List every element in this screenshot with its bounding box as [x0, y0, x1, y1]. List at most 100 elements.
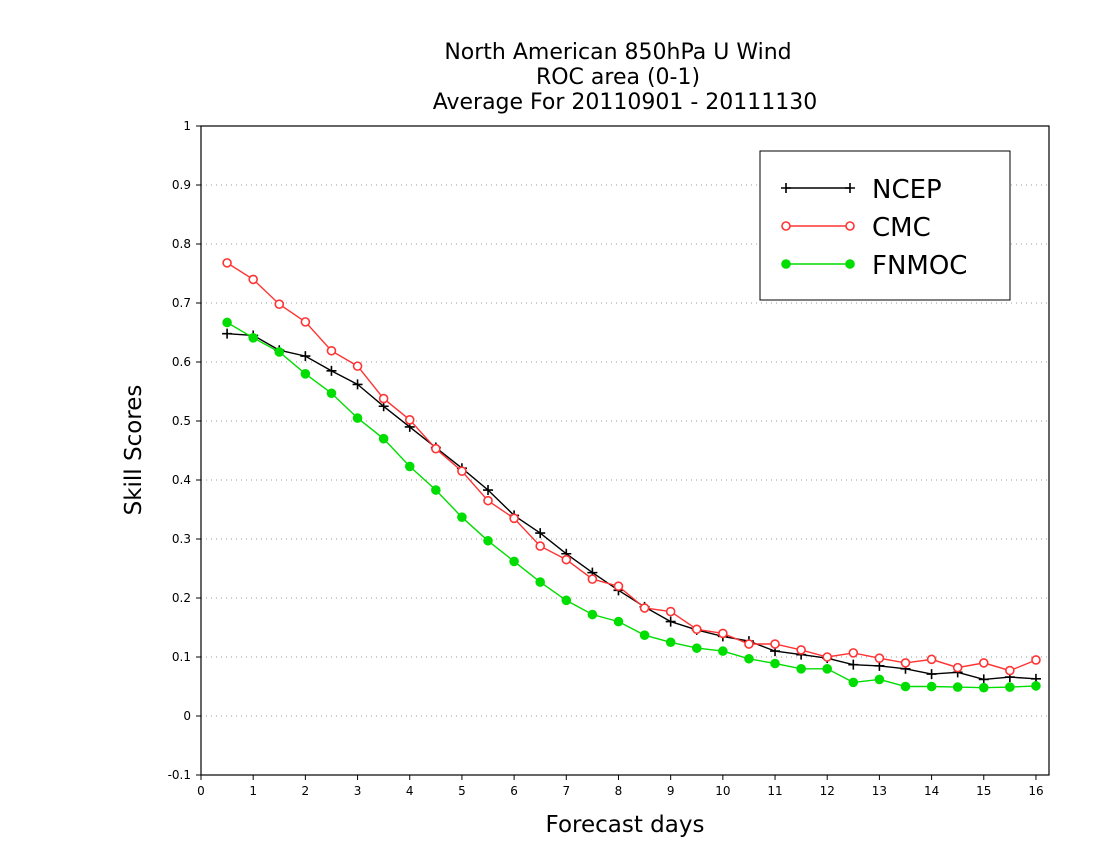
- x-tick-label: 16: [1028, 784, 1043, 798]
- fnmoc-point: [796, 664, 806, 674]
- cmc-point: [613, 581, 624, 592]
- cmc-point: [274, 299, 285, 309]
- ncep-point: [300, 351, 311, 362]
- x-tick-label: 6: [510, 784, 518, 798]
- fnmoc-point: [978, 682, 989, 693]
- cmc-point: [639, 603, 650, 613]
- y-tick-label: 0.1: [172, 650, 191, 664]
- fnmoc-point: [274, 347, 285, 357]
- cmc-point: [874, 653, 885, 663]
- fnmoc-point: [639, 630, 650, 640]
- cmc-point: [222, 258, 232, 268]
- cmc-point: [1005, 665, 1015, 676]
- y-tick-label: 1: [183, 119, 191, 133]
- y-tick-label: 0.2: [172, 591, 191, 605]
- series-fnmoc: [222, 317, 1041, 693]
- cmc-point: [665, 606, 676, 617]
- fnmoc-point: [718, 646, 728, 656]
- cmc-point: [248, 274, 258, 285]
- fnmoc-point: [926, 681, 937, 692]
- ncep-point: [326, 365, 337, 376]
- cmc-point: [1031, 655, 1041, 665]
- cmc-point: [431, 443, 441, 454]
- cmc-point: [535, 541, 546, 551]
- ncep-point: [665, 616, 676, 627]
- cmc-point: [822, 652, 833, 662]
- ncep-point: [848, 659, 859, 670]
- x-tick-label: 12: [820, 784, 835, 798]
- fnmoc-point: [378, 433, 389, 444]
- x-tick-label: 1: [249, 784, 257, 798]
- legend-marker-ncep: [781, 183, 791, 193]
- x-tick-label: 9: [667, 784, 675, 798]
- fnmoc-point: [770, 658, 780, 669]
- fnmoc-point: [613, 616, 624, 627]
- cmc-point: [952, 662, 963, 673]
- x-tick-label: 15: [976, 784, 991, 798]
- fnmoc-point: [326, 388, 337, 399]
- x-axis-label: Forecast days: [546, 812, 705, 838]
- axis-ticks: -0.100.10.20.30.40.50.60.70.80.910 1 2 3 4 5 6…: [168, 119, 1044, 798]
- cmc-point: [770, 639, 780, 649]
- x-tick-label: 13: [872, 784, 887, 798]
- fnmoc-point: [248, 333, 258, 343]
- fnmoc-point: [848, 677, 859, 688]
- x-tick-label: 7: [562, 784, 570, 798]
- x-tick-label: 3: [354, 784, 362, 798]
- fnmoc-point: [665, 637, 676, 648]
- ncep-point: [978, 674, 989, 685]
- y-tick-label: 0: [183, 709, 191, 723]
- ncep-point: [352, 379, 363, 390]
- x-tick-label: 10: [715, 784, 730, 798]
- y-tick-label: 0.9: [172, 178, 191, 192]
- fnmoc-point: [404, 461, 415, 472]
- fnmoc-point: [1005, 682, 1015, 692]
- ncep-point: [483, 485, 494, 496]
- legend-marker-ncep: [845, 183, 855, 193]
- legend-symbols: [781, 183, 855, 269]
- cmc-point: [404, 415, 415, 425]
- fnmoc-point: [535, 577, 546, 587]
- x-tick-label: 4: [406, 784, 414, 798]
- title-line-1: North American 850hPa U Wind: [444, 40, 791, 65]
- cmc-point: [796, 645, 806, 655]
- x-tick-label: 2: [302, 784, 310, 798]
- plot-frame: [200, 125, 1050, 776]
- fnmoc-point: [1031, 681, 1041, 691]
- y-tick-label: 0.4: [172, 473, 191, 487]
- fnmoc-point: [874, 674, 885, 685]
- ncep-point: [535, 528, 546, 539]
- fnmoc-point: [561, 595, 572, 606]
- legend-marker-cmc: [781, 221, 791, 231]
- y-axis-label: Skill Scores: [121, 385, 147, 516]
- cmc-point: [718, 628, 728, 639]
- chart-title: North American 850hPa U Wind ROC area (0…: [433, 40, 818, 115]
- cmc-point: [691, 624, 702, 635]
- fnmoc-point: [431, 485, 441, 495]
- fnmoc-point: [587, 609, 598, 620]
- x-tick-label: 5: [458, 784, 466, 798]
- cmc-point: [300, 317, 311, 327]
- legend-marker-fnmoc: [781, 259, 791, 269]
- cmc-point: [457, 466, 467, 476]
- fnmoc-point: [822, 664, 833, 674]
- ncep-point: [926, 669, 937, 680]
- x-tick-label: 11: [767, 784, 782, 798]
- cmc-point: [587, 574, 598, 584]
- cmc-point: [378, 393, 389, 404]
- series-lines: [222, 258, 1041, 693]
- cmc-point: [483, 495, 493, 506]
- y-tick-label: 0.6: [172, 355, 191, 369]
- y-tick-label: 0.8: [172, 237, 191, 251]
- fnmoc-point: [222, 317, 232, 328]
- cmc-point: [744, 639, 754, 649]
- title-line-2: ROC area (0-1): [536, 65, 700, 90]
- cmc-point: [978, 658, 989, 668]
- legend-label-ncep: NCEP: [872, 175, 942, 205]
- fnmoc-point: [691, 643, 702, 653]
- cmc-point: [848, 648, 859, 658]
- fnmoc-point: [352, 413, 363, 423]
- cmc-point: [326, 345, 337, 356]
- series-cmc: [222, 258, 1041, 676]
